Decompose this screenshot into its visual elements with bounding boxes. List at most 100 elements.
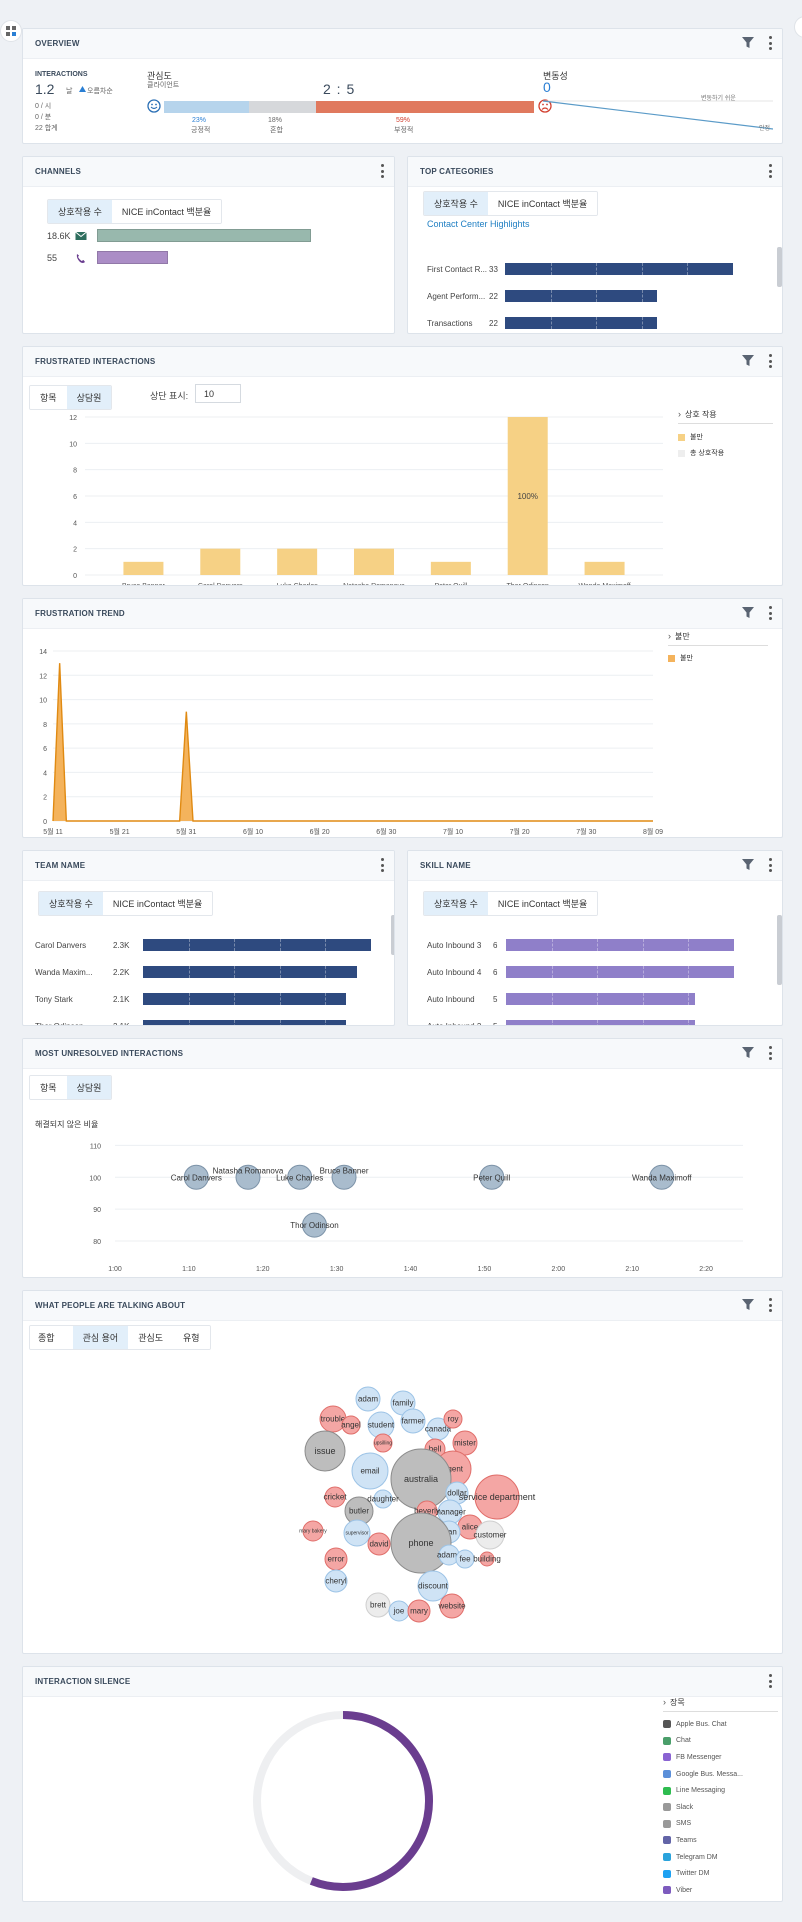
tab-agent[interactable]: 상담원 bbox=[66, 1076, 112, 1099]
word-bubble[interactable] bbox=[443, 1409, 463, 1429]
word-bubble[interactable] bbox=[455, 1549, 475, 1569]
word-bubble[interactable] bbox=[304, 1430, 346, 1472]
more-options-icon[interactable] bbox=[768, 606, 772, 620]
bar[interactable] bbox=[354, 548, 394, 575]
row-bar[interactable] bbox=[143, 1020, 346, 1025]
filter-icon[interactable] bbox=[742, 37, 754, 49]
word-bubble[interactable] bbox=[475, 1520, 505, 1550]
scatter-point[interactable] bbox=[331, 1164, 357, 1190]
legend-item[interactable]: Twitter DM bbox=[663, 1865, 778, 1882]
bar[interactable] bbox=[277, 548, 318, 575]
tab-agent[interactable]: 상담원 bbox=[66, 386, 112, 409]
more-options-icon[interactable] bbox=[768, 858, 772, 872]
bar[interactable] bbox=[507, 417, 548, 575]
row-bar[interactable] bbox=[505, 317, 689, 329]
legend-item[interactable]: Apple Bus. Chat bbox=[663, 1716, 778, 1733]
row-bar[interactable] bbox=[143, 993, 346, 1005]
word-bubble[interactable] bbox=[373, 1433, 393, 1453]
more-options-icon[interactable] bbox=[380, 858, 384, 872]
tab-interaction-count[interactable]: 상호작용 수 bbox=[424, 192, 488, 215]
more-options-icon[interactable] bbox=[768, 354, 772, 368]
tab-2[interactable]: 관심도 bbox=[128, 1326, 174, 1349]
legend-item[interactable]: SMS bbox=[663, 1816, 778, 1833]
row-bar[interactable] bbox=[143, 939, 371, 951]
more-options-icon[interactable] bbox=[768, 1674, 772, 1688]
scatter-point[interactable] bbox=[287, 1164, 313, 1190]
donut-slice[interactable] bbox=[309, 1711, 433, 1891]
word-bubble[interactable] bbox=[351, 1452, 389, 1490]
word-bubble[interactable] bbox=[367, 1532, 391, 1556]
word-bubble[interactable] bbox=[439, 1593, 465, 1619]
word-bubble[interactable] bbox=[474, 1474, 520, 1520]
channel-bar[interactable] bbox=[97, 229, 311, 242]
legend-item[interactable]: FB Messenger bbox=[663, 1749, 778, 1766]
word-bubble[interactable] bbox=[479, 1551, 495, 1567]
more-options-icon[interactable] bbox=[768, 1046, 772, 1060]
legend-item-frustrated[interactable]: 불만 bbox=[678, 432, 773, 442]
legend-item[interactable]: Line Messaging bbox=[663, 1782, 778, 1799]
bar[interactable] bbox=[123, 561, 164, 575]
bar[interactable] bbox=[584, 561, 625, 575]
channel-bar[interactable] bbox=[97, 251, 168, 264]
word-bubble[interactable] bbox=[324, 1569, 348, 1593]
word-bubble[interactable] bbox=[341, 1415, 361, 1435]
tab-1[interactable]: 관심 용어 bbox=[72, 1326, 129, 1349]
bar[interactable] bbox=[430, 561, 471, 575]
scrollbar[interactable] bbox=[777, 247, 782, 287]
legend-item[interactable]: Chat bbox=[663, 1733, 778, 1750]
more-options-icon[interactable] bbox=[768, 164, 772, 178]
category-group-link[interactable]: Contact Center Highlights bbox=[427, 219, 530, 229]
tab-3[interactable]: 유형 bbox=[173, 1326, 210, 1349]
row-bar[interactable] bbox=[506, 939, 734, 951]
tab-nice-percentage[interactable]: NICE inContact 백분율 bbox=[111, 200, 222, 223]
scatter-point[interactable] bbox=[183, 1164, 209, 1190]
scrollbar[interactable] bbox=[391, 915, 394, 955]
tab-0[interactable]: 종합 bbox=[30, 1326, 73, 1349]
filter-icon[interactable] bbox=[742, 1299, 754, 1311]
word-bubble[interactable] bbox=[355, 1386, 381, 1412]
row-bar[interactable] bbox=[143, 966, 358, 978]
filter-icon[interactable] bbox=[742, 859, 754, 871]
bar[interactable] bbox=[200, 548, 241, 575]
more-options-icon[interactable] bbox=[768, 36, 772, 50]
filter-icon[interactable] bbox=[742, 607, 754, 619]
legend-item[interactable]: Teams bbox=[663, 1832, 778, 1849]
tab-interaction-count[interactable]: 상호작용 수 bbox=[39, 892, 103, 915]
word-bubble[interactable] bbox=[365, 1592, 391, 1618]
side-panel-toggle[interactable] bbox=[794, 16, 802, 38]
scatter-point[interactable] bbox=[301, 1212, 327, 1238]
row-bar[interactable] bbox=[505, 263, 733, 275]
tab-interaction-count[interactable]: 상호작용 수 bbox=[424, 892, 488, 915]
legend-item-frustrated[interactable]: 불만 bbox=[668, 653, 768, 663]
legend-item[interactable]: Slack bbox=[663, 1799, 778, 1816]
legend-item[interactable]: Viber bbox=[663, 1882, 778, 1899]
tab-topic[interactable]: 항목 bbox=[30, 1076, 67, 1099]
word-bubble[interactable] bbox=[302, 1520, 324, 1542]
word-bubble[interactable] bbox=[407, 1599, 431, 1623]
tab-topic[interactable]: 항목 bbox=[30, 386, 67, 409]
tab-nice-percentage[interactable]: NICE inContact 백분율 bbox=[487, 192, 598, 215]
scatter-point[interactable] bbox=[649, 1164, 675, 1190]
word-bubble[interactable] bbox=[390, 1512, 452, 1574]
tab-nice-percentage[interactable]: NICE inContact 백분율 bbox=[102, 892, 213, 915]
filter-icon[interactable] bbox=[742, 355, 754, 367]
word-bubble[interactable] bbox=[373, 1489, 393, 1509]
legend-item-total[interactable]: 총 상호작용 bbox=[678, 448, 773, 458]
top-count-input[interactable]: 10 bbox=[195, 384, 241, 403]
row-bar[interactable] bbox=[506, 966, 734, 978]
word-bubble[interactable] bbox=[324, 1486, 346, 1508]
chevron-right-icon[interactable]: › bbox=[663, 1697, 666, 1707]
scrollbar[interactable] bbox=[777, 915, 782, 985]
legend-item[interactable]: Google Bus. Messa... bbox=[663, 1766, 778, 1783]
row-bar[interactable] bbox=[506, 993, 696, 1005]
scatter-point[interactable] bbox=[479, 1164, 505, 1190]
row-bar[interactable] bbox=[505, 290, 689, 302]
more-options-icon[interactable] bbox=[380, 164, 384, 178]
word-bubble[interactable] bbox=[400, 1408, 426, 1434]
tab-nice-percentage[interactable]: NICE inContact 백분율 bbox=[487, 892, 598, 915]
filter-icon[interactable] bbox=[742, 1047, 754, 1059]
more-options-icon[interactable] bbox=[768, 1298, 772, 1312]
scatter-point[interactable] bbox=[235, 1164, 261, 1190]
tab-interaction-count[interactable]: 상호작용 수 bbox=[48, 200, 112, 223]
row-bar[interactable] bbox=[506, 1020, 696, 1025]
